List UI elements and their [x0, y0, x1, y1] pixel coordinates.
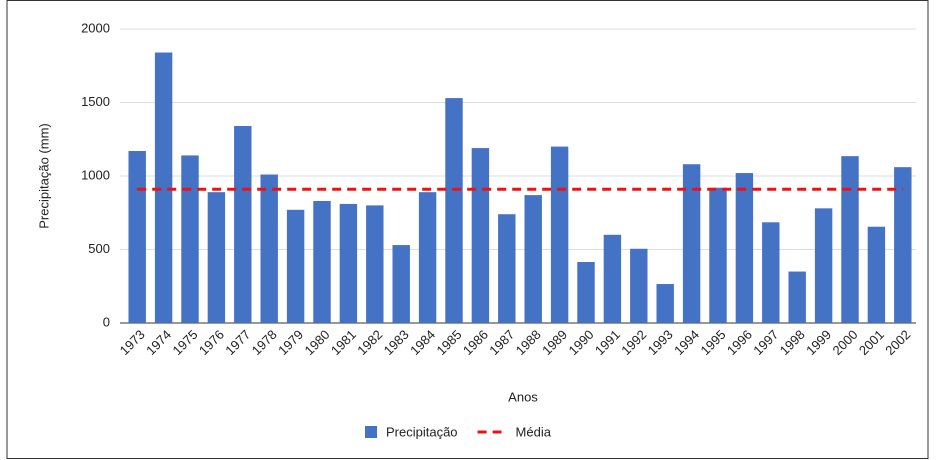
bar: [867, 226, 886, 323]
bar: [841, 156, 859, 323]
bar: [181, 155, 199, 323]
bar: [128, 151, 146, 323]
x-tick-label: 1987: [486, 327, 517, 358]
bar: [735, 173, 754, 323]
bar: [550, 146, 569, 323]
x-tick-label: 1982: [354, 327, 385, 358]
x-tick-label: 1990: [565, 327, 596, 358]
x-tick-label: 1975: [169, 327, 200, 358]
bar: [392, 245, 410, 323]
x-tick-label: 1986: [460, 327, 491, 358]
bar: [154, 52, 173, 324]
bar: [603, 234, 622, 323]
legend-label: Média: [516, 424, 552, 439]
bar: [471, 148, 490, 323]
x-tick-label: 1979: [275, 327, 306, 358]
x-tick-label: 1998: [777, 327, 808, 358]
bar: [260, 174, 278, 323]
y-tick-label: 2000: [81, 20, 110, 35]
x-tick-label: 1991: [592, 327, 623, 358]
x-tick-label: 1983: [381, 327, 412, 358]
y-axis-title: Precipitação (mm): [36, 123, 51, 228]
x-tick-label: 1988: [513, 327, 544, 358]
bar: [682, 164, 701, 323]
x-tick-label: 1985: [433, 327, 464, 358]
y-tick-label: 1500: [81, 94, 110, 109]
x-tick-label: 1978: [249, 327, 280, 358]
x-tick-label: 1994: [671, 327, 702, 358]
bar: [286, 209, 305, 323]
x-tick-label: 1984: [407, 327, 438, 358]
bar: [498, 214, 516, 323]
frame: [6, 0, 929, 459]
x-tick-label: 1996: [724, 327, 755, 358]
x-tick-label: 2002: [882, 327, 913, 358]
y-tick-label: 500: [88, 241, 110, 256]
bar: [418, 192, 437, 323]
x-tick-label: 1974: [143, 327, 174, 358]
bar: [656, 284, 674, 323]
x-tick-label: 1989: [539, 327, 570, 358]
x-tick-label: 1999: [803, 327, 834, 358]
x-tick-label: 1981: [328, 327, 359, 358]
bar: [234, 126, 252, 324]
x-tick-label: 1977: [222, 327, 253, 358]
x-tick-label: 1980: [301, 327, 332, 358]
bar: [709, 187, 727, 323]
bar: [788, 271, 806, 323]
x-tick-label: 1993: [645, 327, 676, 358]
y-tick-label: 0: [103, 314, 110, 329]
bar: [445, 98, 463, 323]
x-tick-label: 1992: [618, 327, 649, 358]
bar: [762, 222, 780, 323]
x-tick-label: 1995: [697, 327, 728, 358]
x-tick-label: 1976: [196, 327, 227, 358]
bar: [366, 205, 384, 323]
bar: [339, 203, 358, 323]
bar: [894, 167, 912, 323]
bar: [630, 248, 648, 323]
x-axis-title: Anos: [508, 389, 538, 404]
legend-label: Precipitação: [386, 424, 458, 439]
bar: [577, 261, 595, 323]
bar: [313, 200, 331, 323]
y-tick-label: 1000: [81, 167, 110, 182]
x-tick-label: 2001: [856, 327, 887, 358]
x-tick-label: 1997: [750, 327, 781, 358]
bar: [524, 195, 542, 323]
legend-swatch: [365, 426, 377, 438]
x-tick-label: 1973: [117, 327, 148, 358]
bar: [207, 192, 226, 323]
x-tick-label: 2000: [829, 327, 860, 358]
bar: [814, 208, 833, 323]
